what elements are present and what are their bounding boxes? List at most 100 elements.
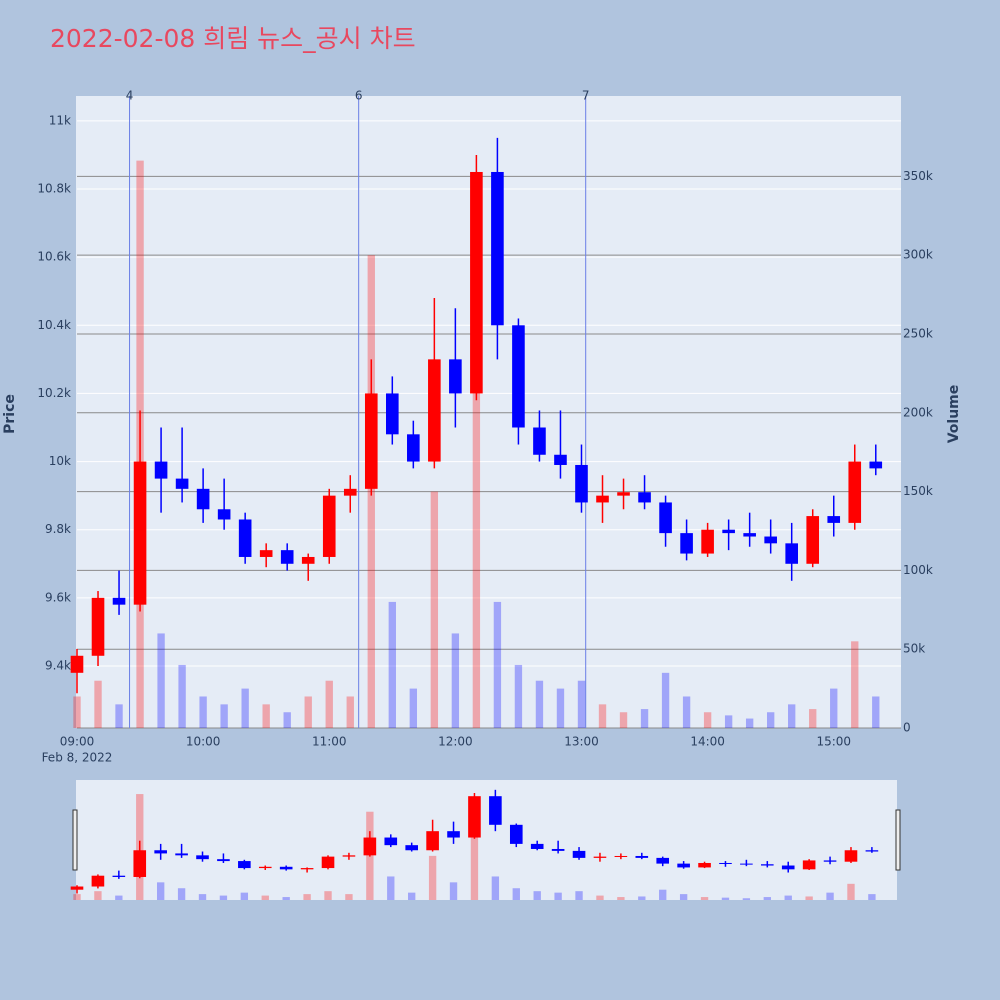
candle-body bbox=[823, 860, 837, 862]
volume-bar bbox=[449, 882, 458, 900]
candle-body bbox=[719, 862, 732, 864]
y-tick-label: 10.6k bbox=[37, 250, 71, 264]
volume-bar bbox=[177, 888, 186, 900]
volume-bar bbox=[303, 894, 311, 900]
candle-body bbox=[175, 478, 189, 489]
annotation-label: 4 bbox=[126, 89, 134, 103]
volume-bar bbox=[682, 696, 691, 728]
candle-body bbox=[70, 886, 84, 890]
volume-bar bbox=[219, 895, 228, 900]
candle-body bbox=[596, 495, 609, 503]
volume-bar bbox=[388, 601, 396, 728]
plot-area bbox=[76, 96, 901, 728]
volume-bar bbox=[157, 633, 165, 728]
candle-body bbox=[154, 461, 168, 479]
candle-body bbox=[701, 529, 714, 554]
volume-bar bbox=[94, 891, 102, 900]
candle-body bbox=[489, 796, 502, 825]
candle-body bbox=[342, 855, 356, 857]
volume-bar bbox=[535, 680, 544, 728]
candle-body bbox=[238, 861, 251, 869]
range-slider[interactable] bbox=[76, 780, 897, 900]
volume-bar bbox=[514, 664, 523, 728]
y2-tick-label: 200k bbox=[903, 405, 933, 419]
candle-body bbox=[322, 495, 336, 557]
candle-body bbox=[447, 831, 460, 838]
y2-tick-label: 250k bbox=[903, 326, 933, 340]
volume-bar bbox=[283, 712, 291, 728]
candle-body bbox=[617, 492, 630, 496]
volume-bar bbox=[826, 892, 834, 900]
candle-body bbox=[112, 875, 126, 877]
volume-bar bbox=[851, 641, 859, 728]
volume-bar bbox=[451, 633, 460, 728]
volume-bar bbox=[617, 897, 625, 900]
volume-bar bbox=[700, 897, 709, 900]
candle-body bbox=[468, 796, 481, 838]
y2-tick-label: 100k bbox=[903, 563, 933, 577]
volume-bar bbox=[470, 835, 479, 900]
annotation-label: 6 bbox=[355, 89, 363, 103]
candle-body bbox=[869, 461, 883, 469]
candle-body bbox=[258, 866, 272, 869]
candle-body bbox=[802, 860, 816, 870]
volume-bar bbox=[512, 888, 520, 900]
range-handle bbox=[72, 809, 78, 871]
y-axis-title: Price bbox=[2, 394, 18, 434]
volume-bar bbox=[868, 894, 876, 900]
candle-body bbox=[785, 543, 798, 564]
y-tick-label: 11k bbox=[49, 113, 71, 127]
candle-body bbox=[386, 393, 399, 435]
volume-bar bbox=[809, 709, 817, 728]
candle-body bbox=[740, 863, 753, 865]
volume-bar bbox=[679, 894, 688, 900]
volume-bar bbox=[619, 712, 628, 728]
candle-body bbox=[509, 824, 523, 844]
volume-bar bbox=[73, 894, 81, 900]
candle-body bbox=[217, 859, 230, 862]
volume-bar bbox=[721, 897, 730, 900]
candle-body bbox=[154, 850, 167, 854]
x-tick-label: 15:00 bbox=[816, 735, 851, 749]
y-tick-label: 10.8k bbox=[37, 182, 71, 196]
candle-body bbox=[196, 855, 209, 860]
candle-body bbox=[844, 850, 858, 862]
volume-bar bbox=[428, 855, 437, 900]
candle-body bbox=[551, 848, 565, 851]
candle-body bbox=[761, 864, 774, 866]
candle-body bbox=[827, 516, 841, 523]
candle-body bbox=[428, 359, 441, 462]
candle-body bbox=[614, 855, 628, 857]
candle-body bbox=[363, 837, 377, 856]
candle-body bbox=[300, 868, 314, 870]
candle-body bbox=[259, 550, 273, 557]
candle-body bbox=[680, 533, 693, 554]
candle-body bbox=[91, 875, 105, 887]
y2-tick-label: 350k bbox=[903, 169, 933, 183]
volume-bar bbox=[556, 688, 565, 728]
volume-bar bbox=[241, 688, 249, 728]
candle-body bbox=[470, 171, 483, 394]
volume-bar bbox=[345, 894, 353, 900]
volume-bar bbox=[262, 704, 270, 728]
volume-bar bbox=[640, 709, 649, 728]
y-tick-label: 10.2k bbox=[37, 386, 71, 400]
annotation-label: 7 bbox=[582, 89, 590, 103]
volume-bar bbox=[638, 896, 646, 900]
candle-body bbox=[364, 393, 378, 489]
volume-bar bbox=[115, 704, 123, 728]
candle-body bbox=[848, 461, 862, 523]
candle-body bbox=[635, 855, 649, 858]
y-tick-label: 10.4k bbox=[37, 318, 71, 332]
y2-axis-title: Volume bbox=[946, 385, 962, 444]
range-handle bbox=[895, 809, 901, 871]
candle-body bbox=[449, 359, 462, 394]
candle-body bbox=[865, 850, 879, 852]
candle-body bbox=[677, 863, 690, 868]
candle-body bbox=[593, 856, 607, 858]
candle-body bbox=[554, 454, 567, 465]
volume-bar bbox=[325, 680, 333, 728]
volume-bar bbox=[346, 696, 354, 728]
volume-bar bbox=[661, 672, 670, 728]
x-tick-label: 11:00 bbox=[312, 735, 347, 749]
